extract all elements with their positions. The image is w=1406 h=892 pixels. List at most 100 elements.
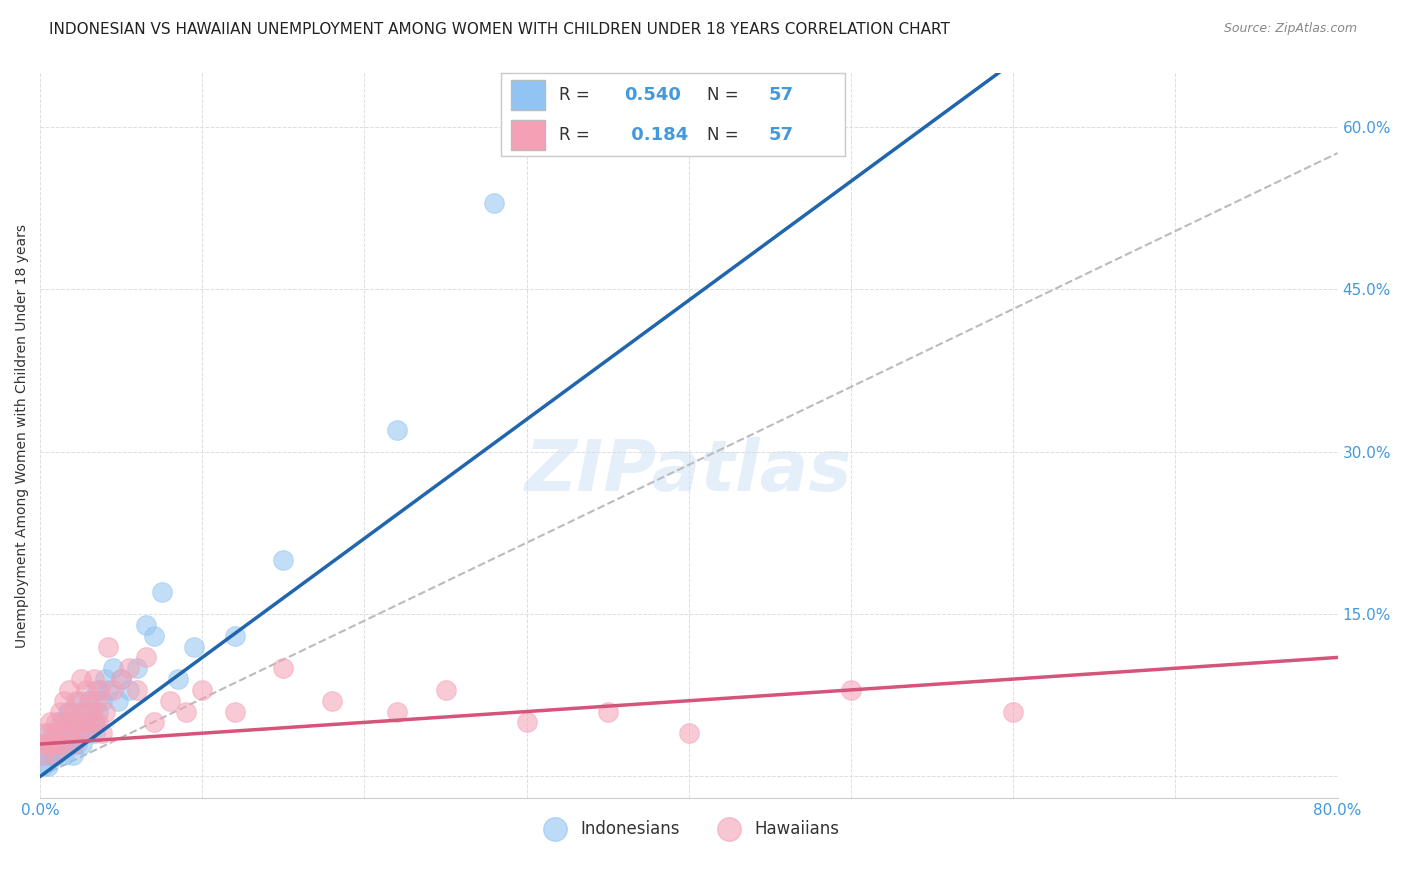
Text: INDONESIAN VS HAWAIIAN UNEMPLOYMENT AMONG WOMEN WITH CHILDREN UNDER 18 YEARS COR: INDONESIAN VS HAWAIIAN UNEMPLOYMENT AMON… xyxy=(49,22,950,37)
Point xyxy=(66,715,89,730)
Point xyxy=(1002,705,1025,719)
Point xyxy=(63,726,86,740)
Point xyxy=(37,758,59,772)
Point xyxy=(174,705,197,719)
Point xyxy=(67,726,90,740)
Point xyxy=(135,618,157,632)
Point xyxy=(385,423,408,437)
Point xyxy=(45,747,67,762)
Point xyxy=(87,715,110,730)
Point xyxy=(77,694,100,708)
Point xyxy=(90,694,112,708)
Point xyxy=(55,726,77,740)
Point xyxy=(484,195,506,210)
Point xyxy=(66,737,89,751)
Point xyxy=(55,715,77,730)
Point xyxy=(48,737,70,751)
Point xyxy=(79,715,101,730)
Point xyxy=(118,682,141,697)
Point xyxy=(59,726,82,740)
Point xyxy=(224,705,246,719)
Point xyxy=(48,705,70,719)
Point xyxy=(69,715,91,730)
Point xyxy=(516,715,538,730)
Point xyxy=(94,672,117,686)
Point xyxy=(273,553,295,567)
Point xyxy=(62,715,84,730)
Point xyxy=(53,747,76,762)
Point xyxy=(72,737,94,751)
Point xyxy=(84,726,107,740)
Point xyxy=(37,726,59,740)
Point xyxy=(839,682,862,697)
Point xyxy=(135,650,157,665)
Point xyxy=(53,694,76,708)
Point xyxy=(83,715,105,730)
Point xyxy=(56,705,79,719)
Point xyxy=(65,694,87,708)
Point xyxy=(434,682,457,697)
Point xyxy=(44,747,66,762)
Point xyxy=(69,672,91,686)
Point xyxy=(110,672,132,686)
Point xyxy=(83,672,105,686)
Point xyxy=(90,726,112,740)
Point xyxy=(385,705,408,719)
Point xyxy=(56,726,79,740)
Point xyxy=(86,682,108,697)
Point xyxy=(67,694,90,708)
Point xyxy=(107,694,129,708)
Point xyxy=(76,715,98,730)
Point xyxy=(596,705,619,719)
Point xyxy=(94,705,117,719)
Point xyxy=(73,726,96,740)
Y-axis label: Unemployment Among Women with Children Under 18 years: Unemployment Among Women with Children U… xyxy=(15,224,30,648)
Point xyxy=(62,705,84,719)
Point xyxy=(127,682,149,697)
Point xyxy=(52,737,75,751)
Point xyxy=(45,715,67,730)
Point xyxy=(32,758,55,772)
Point xyxy=(62,747,84,762)
Point xyxy=(101,661,124,675)
Point xyxy=(37,737,59,751)
Point xyxy=(75,682,97,697)
Point xyxy=(32,747,55,762)
Point xyxy=(167,672,190,686)
Point xyxy=(97,640,120,654)
Point xyxy=(75,705,97,719)
Point xyxy=(34,737,56,751)
Point xyxy=(30,737,52,751)
Point xyxy=(142,715,165,730)
Point xyxy=(159,694,181,708)
Point xyxy=(76,726,98,740)
Point xyxy=(34,726,56,740)
Point xyxy=(678,726,700,740)
Point xyxy=(53,715,76,730)
Point xyxy=(38,715,60,730)
Point xyxy=(58,737,80,751)
Point xyxy=(97,682,120,697)
Point xyxy=(46,737,69,751)
Point xyxy=(73,726,96,740)
Point xyxy=(118,661,141,675)
Point xyxy=(84,715,107,730)
Point xyxy=(87,705,110,719)
Point xyxy=(80,705,103,719)
Point xyxy=(127,661,149,675)
Point xyxy=(35,747,58,762)
Point xyxy=(89,682,111,697)
Point xyxy=(80,705,103,719)
Text: ZIPatlas: ZIPatlas xyxy=(526,437,852,507)
Point xyxy=(51,715,73,730)
Point xyxy=(86,694,108,708)
Point xyxy=(30,747,52,762)
Point xyxy=(52,737,75,751)
Point xyxy=(41,737,63,751)
Point xyxy=(58,705,80,719)
Point xyxy=(72,705,94,719)
Point xyxy=(110,672,132,686)
Point xyxy=(42,737,65,751)
Point xyxy=(38,737,60,751)
Point xyxy=(150,585,173,599)
